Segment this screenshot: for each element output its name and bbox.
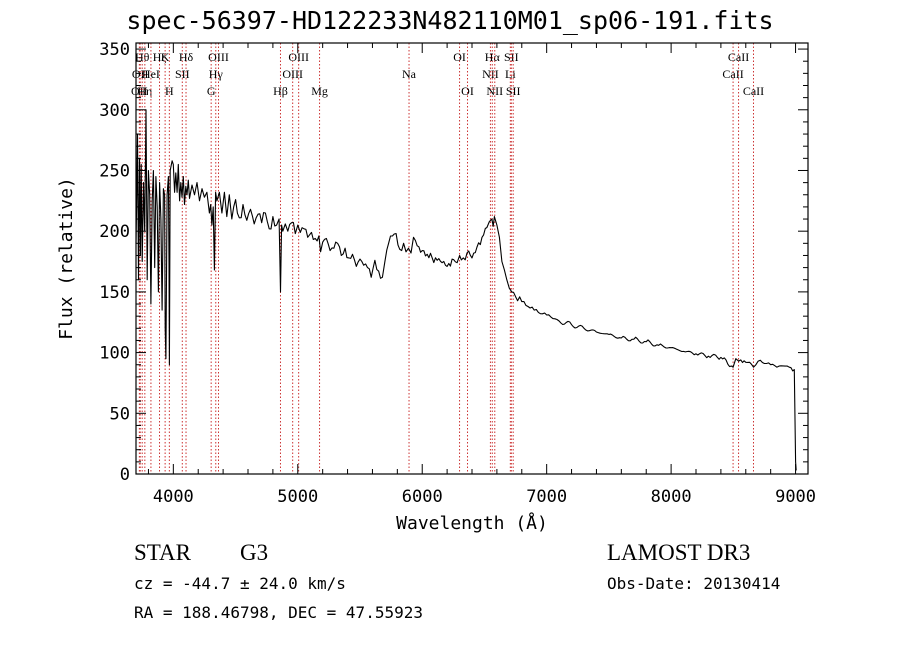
line-label: OI [461,84,474,98]
y-tick-label: 150 [99,283,130,303]
line-label: H [165,84,174,98]
line-label: CaII [728,50,749,64]
y-axis-label: Flux (relative) [56,177,77,340]
y-tick-label: 350 [99,40,130,60]
object-subclass: G3 [240,540,269,565]
line-label: Hγ [209,67,224,81]
line-label: SII [175,67,190,81]
y-tick-label: 0 [120,465,130,485]
redshift-velocity: cz = -44.7 ± 24.0 km/s [134,574,346,593]
y-tick-label: 200 [99,222,130,242]
observation-date: Obs-Date: 20130414 [607,574,781,593]
line-label: NII [486,84,503,98]
chart-title: spec-56397-HD122233N482110M01_sp06-191.f… [126,6,774,35]
line-label: Na [402,67,417,81]
line-label: SII [506,84,521,98]
line-label: Hζ [153,50,167,64]
line-label: SII [504,50,519,64]
line-label: Hβ [273,84,288,98]
line-label: Hα [485,50,501,64]
line-label: OIII [208,50,229,64]
line-label: OIII [282,67,303,81]
x-axis-label: Wavelength (Å) [396,512,548,534]
x-tick-label: 5000 [277,487,318,507]
line-label: OII [131,84,148,98]
line-label: CaII [743,84,764,98]
line-label: Li [505,67,516,81]
coordinates: RA = 188.46798, DEC = 47.55923 [134,603,423,622]
line-label: K [161,50,170,64]
y-tick-label: 300 [99,101,130,121]
x-tick-label: 6000 [402,487,443,507]
line-label: Mg [311,84,328,98]
spectrum-line [135,109,797,471]
x-tick-label: 8000 [651,487,692,507]
x-tick-label: 9000 [775,487,816,507]
line-label: Hθ [135,50,150,64]
object-class: STAR [134,540,191,565]
y-tick-label: 250 [99,161,130,181]
survey-name: LAMOST DR3 [607,540,751,565]
line-label: CaII [722,67,743,81]
line-label: Hδ [179,50,194,64]
line-label: OIII [288,50,309,64]
line-label: HeI [142,67,160,81]
line-label: NII [482,67,499,81]
y-tick-label: 100 [99,344,130,364]
plot-frame [135,42,809,475]
line-label: OI [453,50,466,64]
x-tick-label: 4000 [153,487,194,507]
line-label: G [207,84,216,98]
x-tick-label: 7000 [526,487,567,507]
y-tick-label: 50 [110,404,130,424]
line-label: Hη [137,84,152,98]
